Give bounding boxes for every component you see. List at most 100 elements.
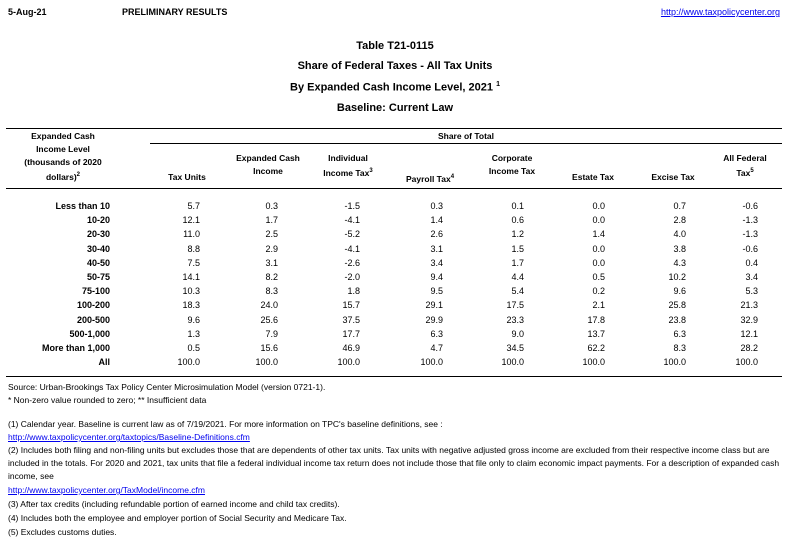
row-label-header: Expanded Cash Income Level (thousands of… [8, 130, 118, 184]
cell-value: -1.3 [742, 215, 758, 226]
cell-value: 4.4 [511, 272, 524, 282]
cell-value: 25.8 [668, 300, 686, 311]
cell-value: 4.0 [673, 229, 686, 240]
table-row: 20-30 11.0 2.5 -5.2 2.6 1.2 1.4 4.0 -1.3 [0, 229, 790, 243]
income-level-label: 75-100 [81, 286, 110, 297]
cell-value: 2.1 [592, 300, 605, 311]
cell-value: -1.5 [344, 201, 360, 211]
cell-value: 23.3 [506, 314, 524, 325]
cell-value: 100.0 [337, 357, 360, 368]
cell-value: 0.0 [592, 243, 605, 254]
cell-value: 5.4 [511, 286, 524, 297]
cell-value: 1.7 [511, 257, 524, 268]
cell-value: 7.5 [187, 257, 200, 268]
cell-value: 46.9 [342, 343, 360, 353]
column-header: Individual Income Tax3 [303, 152, 393, 180]
cell-value: 0.3 [430, 201, 443, 211]
cell-value: 15.7 [342, 300, 360, 311]
income-level-label: 20-30 [86, 229, 110, 240]
cell-value: 28.2 [740, 343, 758, 353]
income-level-label: 200-500 [76, 314, 110, 325]
cell-value: 21.3 [740, 300, 758, 311]
cell-value: 9.6 [673, 286, 686, 297]
column-header-line1: All Federal [723, 153, 767, 163]
cell-value: 8.2 [265, 272, 278, 282]
cell-value: 10.3 [182, 286, 200, 297]
table-row: 30-40 8.8 2.9 -4.1 3.1 1.5 0.0 3.8 -0.6 [0, 244, 790, 258]
column-header-line2: Income Tax [488, 166, 536, 176]
income-level-label: 10-20 [86, 215, 110, 226]
column-header-line2: Income Tax [323, 167, 370, 178]
column-header: Corporate Income Tax [467, 152, 557, 178]
group-rule [150, 143, 782, 144]
cell-value: 7.9 [265, 328, 278, 339]
subtitle-footnote: 1 [496, 81, 500, 88]
cell-value: 8.3 [265, 286, 278, 297]
cell-value: 1.7 [265, 215, 278, 226]
cell-value: 25.6 [260, 314, 278, 325]
cell-value: 8.3 [673, 343, 686, 353]
cell-value: -2.6 [344, 257, 360, 268]
cell-value: 17.5 [506, 300, 524, 311]
income-level-label: 100-200 [76, 300, 110, 311]
cell-value: -0.6 [742, 201, 758, 211]
cell-value: 3.1 [430, 243, 443, 254]
row-label-line: dollars) [45, 171, 77, 182]
cell-value: 9.6 [187, 314, 200, 325]
column-header: Excise Tax [628, 158, 718, 184]
income-level-label: 500-1,000 [69, 328, 110, 339]
column-header-line2: Tax [736, 167, 751, 178]
baseline-definitions-link[interactable]: http://www.taxpolicycenter.org/taxtopics… [8, 432, 250, 442]
column-header-line1: Expanded Cash [236, 153, 300, 163]
income-definition-link[interactable]: http://www.taxpolicycenter.org/TaxModel/… [8, 485, 205, 495]
column-header-line2: Estate Tax [572, 172, 614, 182]
cell-value: 0.3 [265, 201, 278, 211]
cell-value: 0.5 [187, 343, 200, 353]
cell-value: 6.3 [430, 328, 443, 339]
column-header-line1 [385, 158, 475, 171]
cell-value: 1.8 [347, 286, 360, 297]
cell-value: 2.8 [673, 215, 686, 226]
cell-value: 23.8 [668, 314, 686, 325]
column-footnote: 3 [369, 168, 373, 174]
table-title: Share of Federal Taxes - All Tax Units [297, 60, 493, 72]
cell-value: 3.8 [673, 243, 686, 254]
table-number: Table T21-0115 [356, 40, 434, 52]
cell-value: 9.0 [511, 328, 524, 339]
table-row: 500-1,000 1.3 7.9 17.7 6.3 9.0 13.7 6.3 12.1 [0, 329, 790, 343]
cell-value: 2.9 [265, 243, 278, 254]
cell-value: 4.7 [430, 343, 443, 353]
column-header-line2: Excise Tax [651, 172, 695, 182]
cell-value: 0.6 [511, 215, 524, 226]
column-header-line1 [548, 158, 638, 171]
footnote-2: (2) Includes both filing and non-filing … [8, 445, 780, 481]
cell-value: 17.7 [342, 328, 360, 339]
row-label-line: (thousands of 2020 [24, 157, 102, 167]
cell-value: 10.2 [668, 272, 686, 282]
cell-value: -4.1 [344, 243, 360, 254]
table-row: More than 1,000 0.5 15.6 46.9 4.7 34.5 62.2 8.3… [0, 343, 790, 357]
cell-value: 32.9 [740, 314, 758, 325]
income-level-label: Less than 10 [55, 201, 110, 211]
cell-value: 0.0 [592, 201, 605, 211]
row-label-line: Expanded Cash [31, 131, 95, 141]
cell-value: 8.8 [187, 243, 200, 254]
source-note: Source: Urban-Brookings Tax Policy Cente… [8, 382, 326, 392]
cell-value: 37.5 [342, 314, 360, 325]
tpc-website-link[interactable]: http://www.taxpolicycenter.org [660, 7, 780, 17]
table-row: 200-500 9.6 25.6 37.5 29.9 23.3 17.8 23.8 32.9 [0, 315, 790, 329]
income-level-label: 40-50 [86, 257, 110, 268]
column-header-line2: Income [253, 166, 283, 176]
cell-value: 18.3 [182, 300, 200, 311]
income-level-label: 50-75 [86, 272, 110, 282]
column-footnote: 5 [750, 168, 754, 174]
column-header: Payroll Tax4 [385, 158, 475, 186]
cell-value: 4.3 [673, 257, 686, 268]
cell-value: 29.9 [425, 314, 443, 325]
cell-value: 3.1 [265, 257, 278, 268]
table-row: 10-20 12.1 1.7 -4.1 1.4 0.6 0.0 2.8 -1.3 [0, 215, 790, 229]
cell-value: 12.1 [740, 328, 758, 339]
cell-value: 0.0 [592, 257, 605, 268]
cell-value: 1.4 [592, 229, 605, 240]
cell-value: 1.5 [511, 243, 524, 254]
